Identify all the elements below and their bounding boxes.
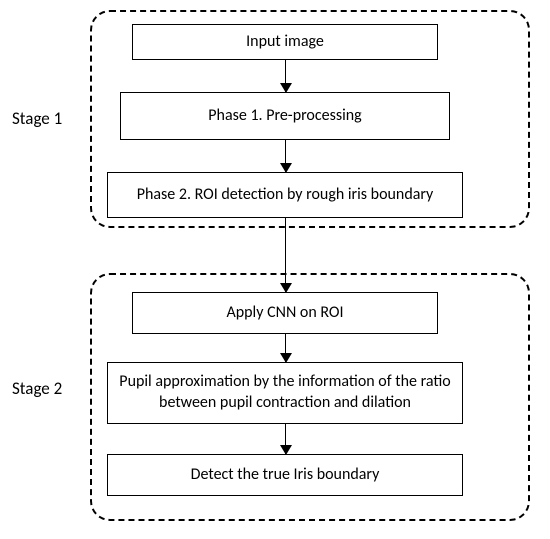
arrow-1-2 <box>285 60 286 92</box>
node-input-image: Input image <box>132 24 438 60</box>
node-input-image-text: Input image <box>246 32 324 53</box>
node-apply-cnn: Apply CNN on ROI <box>132 292 438 334</box>
node-detect-iris-text: Detect the true Iris boundary <box>191 465 380 486</box>
stage-2-label: Stage 2 <box>12 378 62 399</box>
node-detect-iris: Detect the true Iris boundary <box>107 454 463 496</box>
stage-1-label: Stage 1 <box>12 108 62 129</box>
node-roi-detection: Phase 2. ROI detection by rough iris bou… <box>107 172 463 218</box>
stage-2-label-text: Stage 2 <box>12 378 62 399</box>
arrow-2-3 <box>285 140 286 172</box>
node-pupil-approximation: Pupil approximation by the information o… <box>107 362 463 424</box>
node-apply-cnn-text: Apply CNN on ROI <box>226 303 343 324</box>
node-pupil-approximation-text: Pupil approximation by the information o… <box>116 372 454 414</box>
arrow-4-5 <box>285 334 286 362</box>
node-preprocessing-text: Phase 1. Pre-processing <box>208 106 361 127</box>
node-roi-detection-text: Phase 2. ROI detection by rough iris bou… <box>137 185 434 206</box>
arrow-5-6 <box>285 424 286 454</box>
node-preprocessing: Phase 1. Pre-processing <box>120 92 450 140</box>
stage-1-label-text: Stage 1 <box>12 108 62 129</box>
